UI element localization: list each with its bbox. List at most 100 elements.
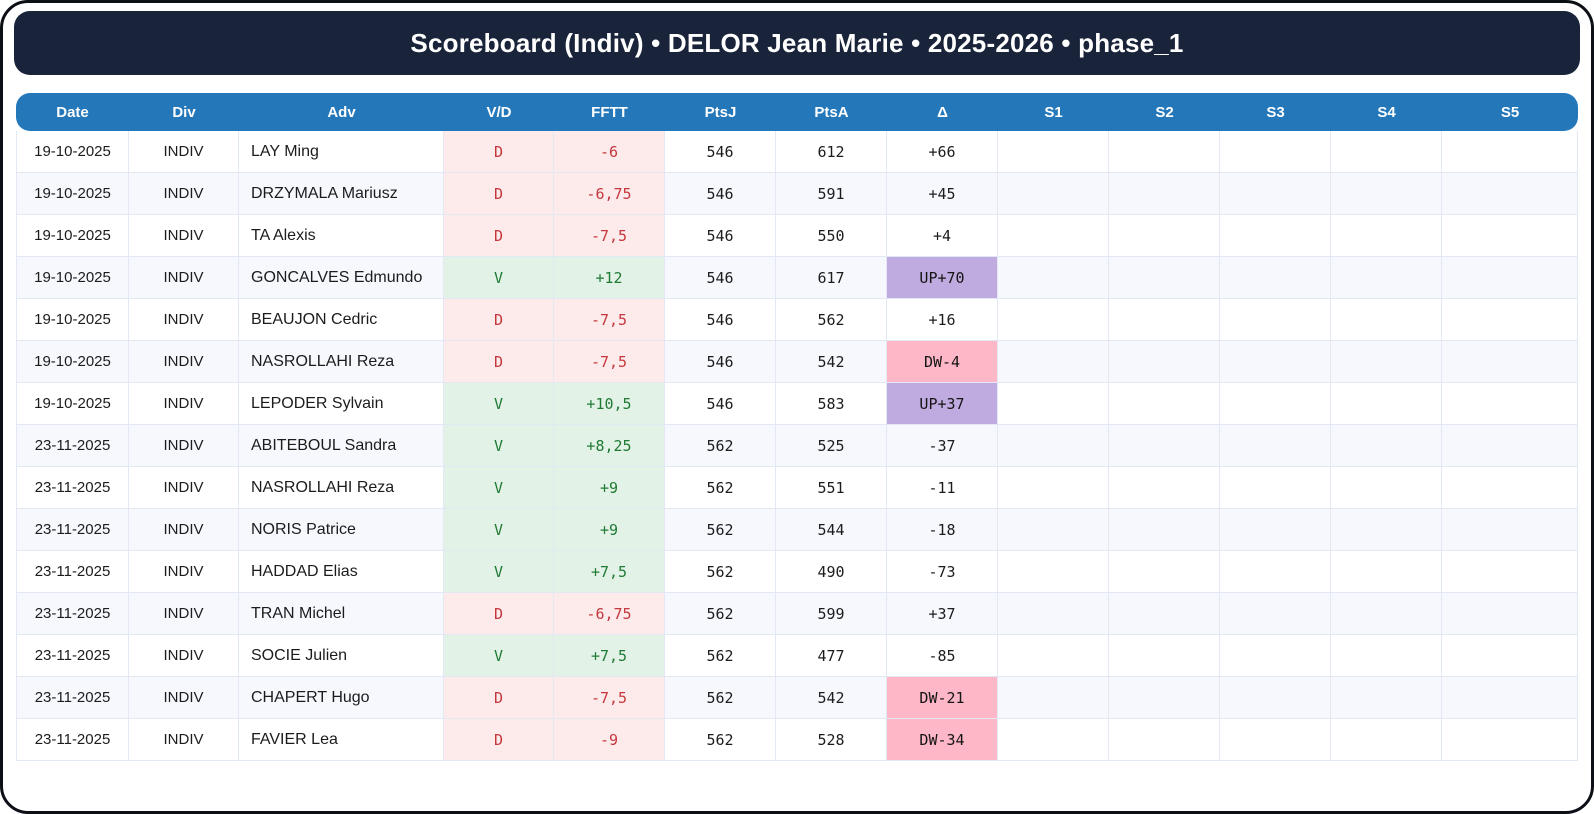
scoreboard-table: Date Div Adv V/D FFTT PtsJ PtsA Δ S1 S2 … (16, 93, 1578, 761)
set1-cell (998, 299, 1109, 341)
column-header-adv: Adv (239, 93, 444, 131)
adversary-cell: SOCIE Julien (239, 635, 444, 677)
set5-cell (1442, 215, 1578, 257)
ptsj-cell: 546 (665, 215, 776, 257)
table-row: 19-10-2025 INDIV LEPODER Sylvain V +10,5 546 5… (16, 383, 1578, 425)
ptsa-cell: 562 (776, 299, 887, 341)
table-row: 23-11-2025 INDIV TRAN Michel D -6,75 562 599 +3… (16, 593, 1578, 635)
column-header-s3: S3 (1220, 93, 1331, 131)
table-row: 19-10-2025 INDIV DRZYMALA Mariusz D -6,75 546… (16, 173, 1578, 215)
set1-cell (998, 131, 1109, 173)
date-cell: 23-11-2025 (16, 719, 129, 761)
delta-cell: +37 (887, 593, 998, 635)
adversary-cell: FAVIER Lea (239, 719, 444, 761)
set3-cell (1220, 173, 1331, 215)
column-header-date: Date (16, 93, 129, 131)
ptsj-cell: 562 (665, 635, 776, 677)
division-cell: INDIV (129, 257, 239, 299)
ptsa-cell: 542 (776, 677, 887, 719)
fftt-points-cell: -7,5 (554, 677, 665, 719)
ptsj-cell: 546 (665, 341, 776, 383)
column-header-ptsa: PtsA (776, 93, 887, 131)
set3-cell (1220, 509, 1331, 551)
result-cell: V (444, 551, 554, 593)
title-banner: Scoreboard (Indiv) • DELOR Jean Marie • … (14, 11, 1580, 75)
date-cell: 19-10-2025 (16, 257, 129, 299)
set2-cell (1109, 551, 1220, 593)
set3-cell (1220, 467, 1331, 509)
set2-cell (1109, 719, 1220, 761)
table-row: 23-11-2025 INDIV ABITEBOUL Sandra V +8,25 562… (16, 425, 1578, 467)
delta-cell: DW-34 (887, 719, 998, 761)
table-row: 23-11-2025 INDIV NASROLLAHI Reza V +9 562 551-… (16, 467, 1578, 509)
result-cell: D (444, 215, 554, 257)
column-header-s1: S1 (998, 93, 1109, 131)
adversary-cell: DRZYMALA Mariusz (239, 173, 444, 215)
ptsa-cell: 591 (776, 173, 887, 215)
set2-cell (1109, 425, 1220, 467)
delta-cell: DW-4 (887, 341, 998, 383)
set1-cell (998, 383, 1109, 425)
set5-cell (1442, 299, 1578, 341)
set1-cell (998, 257, 1109, 299)
date-cell: 19-10-2025 (16, 299, 129, 341)
set3-cell (1220, 131, 1331, 173)
set4-cell (1331, 173, 1442, 215)
adversary-cell: ABITEBOUL Sandra (239, 425, 444, 467)
ptsa-cell: 490 (776, 551, 887, 593)
set5-cell (1442, 425, 1578, 467)
table-row: 23-11-2025 INDIV HADDAD Elias V +7,5 562 490 -7… (16, 551, 1578, 593)
date-cell: 19-10-2025 (16, 173, 129, 215)
adversary-cell: CHAPERT Hugo (239, 677, 444, 719)
set1-cell (998, 173, 1109, 215)
set3-cell (1220, 551, 1331, 593)
fftt-points-cell: -7,5 (554, 215, 665, 257)
adversary-cell: TRAN Michel (239, 593, 444, 635)
column-header-s2: S2 (1109, 93, 1220, 131)
delta-cell: DW-21 (887, 677, 998, 719)
set5-cell (1442, 677, 1578, 719)
set1-cell (998, 677, 1109, 719)
ptsj-cell: 562 (665, 677, 776, 719)
set4-cell (1331, 257, 1442, 299)
set5-cell (1442, 257, 1578, 299)
set2-cell (1109, 299, 1220, 341)
set4-cell (1331, 509, 1442, 551)
set2-cell (1109, 677, 1220, 719)
fftt-points-cell: +9 (554, 467, 665, 509)
delta-cell: +66 (887, 131, 998, 173)
division-cell: INDIV (129, 677, 239, 719)
set1-cell (998, 635, 1109, 677)
table-row: 23-11-2025 INDIV NORIS Patrice V +9 562 544 -18 (16, 509, 1578, 551)
ptsj-cell: 546 (665, 299, 776, 341)
table-row: 19-10-2025 INDIV BEAUJON Cedric D -7,5 546 562… (16, 299, 1578, 341)
division-cell: INDIV (129, 341, 239, 383)
division-cell: INDIV (129, 215, 239, 257)
set2-cell (1109, 215, 1220, 257)
delta-cell: UP+70 (887, 257, 998, 299)
set4-cell (1331, 215, 1442, 257)
table-row: 23-11-2025 INDIV FAVIER Lea D -9 562 528 DW-34 (16, 719, 1578, 761)
set1-cell (998, 425, 1109, 467)
delta-cell: -85 (887, 635, 998, 677)
table-row: 19-10-2025 INDIV LAY Ming D -6 546 612 +66 (16, 131, 1578, 173)
set1-cell (998, 215, 1109, 257)
column-header-fftt: FFTT (554, 93, 665, 131)
ptsa-cell: 551 (776, 467, 887, 509)
set4-cell (1331, 677, 1442, 719)
division-cell: INDIV (129, 467, 239, 509)
ptsa-cell: 528 (776, 719, 887, 761)
set4-cell (1331, 467, 1442, 509)
ptsj-cell: 546 (665, 131, 776, 173)
scoreboard-table-container: Date Div Adv V/D FFTT PtsJ PtsA Δ S1 S2 … (13, 93, 1581, 761)
set1-cell (998, 551, 1109, 593)
delta-cell: -73 (887, 551, 998, 593)
set3-cell (1220, 677, 1331, 719)
set5-cell (1442, 341, 1578, 383)
result-cell: V (444, 635, 554, 677)
set4-cell (1331, 551, 1442, 593)
set1-cell (998, 341, 1109, 383)
ptsa-cell: 583 (776, 383, 887, 425)
set5-cell (1442, 551, 1578, 593)
